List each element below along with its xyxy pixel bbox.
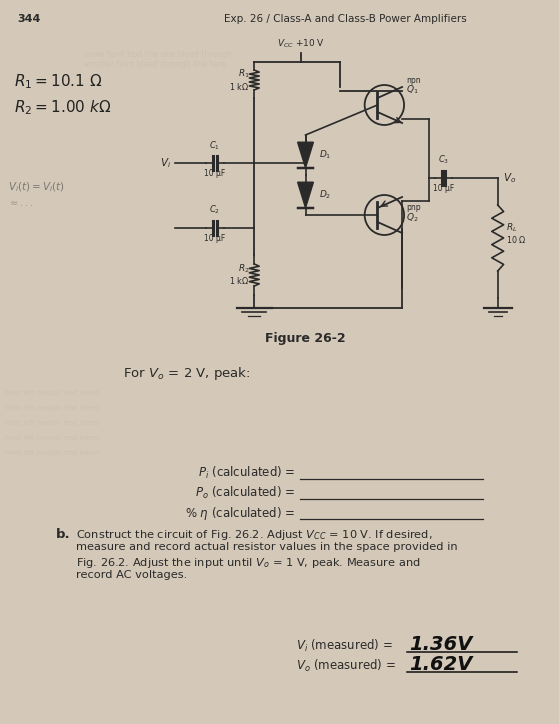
Text: $R_1$: $R_1$ xyxy=(238,68,249,80)
Text: $V_{CC}$ +10 V: $V_{CC}$ +10 V xyxy=(277,38,325,50)
Text: npn: npn xyxy=(406,76,421,85)
Text: Construct the circuit of Fig. 26.2. Adjust $V_{CC}$ = 10 V. If desired,: Construct the circuit of Fig. 26.2. Adju… xyxy=(76,528,433,542)
Text: 10 μF: 10 μF xyxy=(204,234,225,243)
Text: 1 k$\Omega$: 1 k$\Omega$ xyxy=(229,276,249,287)
Text: $R_2 = 1.00\ k\Omega$: $R_2 = 1.00\ k\Omega$ xyxy=(14,98,111,117)
Text: $C_2$: $C_2$ xyxy=(210,204,220,216)
Polygon shape xyxy=(297,142,314,168)
Text: $Q_2$: $Q_2$ xyxy=(406,211,419,224)
Text: faint left margin text bleed: faint left margin text bleed xyxy=(5,405,99,411)
Text: $P_o$ (calculated) =: $P_o$ (calculated) = xyxy=(195,485,296,501)
Text: $R_1 = 10.1\ \Omega$: $R_1 = 10.1\ \Omega$ xyxy=(14,72,102,90)
Text: faint left margin text bleed: faint left margin text bleed xyxy=(5,450,99,456)
Text: For $V_o$ = 2 V, peak:: For $V_o$ = 2 V, peak: xyxy=(123,365,250,382)
Text: faint left margin text bleed: faint left margin text bleed xyxy=(5,435,99,441)
Text: b.: b. xyxy=(56,528,71,541)
Polygon shape xyxy=(297,182,314,208)
Text: $V_i$: $V_i$ xyxy=(160,156,172,170)
Text: some faint text line one bleed through: some faint text line one bleed through xyxy=(84,50,231,59)
Text: another faint bleed through line here: another faint bleed through line here xyxy=(84,60,226,69)
Text: measure and record actual resistor values in the space provided in: measure and record actual resistor value… xyxy=(76,542,457,552)
Text: 1.62V: 1.62V xyxy=(409,655,472,674)
Text: Exp. 26 / Class-A and Class-B Power Amplifiers: Exp. 26 / Class-A and Class-B Power Ampl… xyxy=(224,14,466,24)
Text: $C_1$: $C_1$ xyxy=(210,139,220,151)
Text: $V_i(t) = V_i(t)$: $V_i(t) = V_i(t)$ xyxy=(8,180,65,193)
Text: 1.36V: 1.36V xyxy=(409,635,472,654)
Text: Figure 26-2: Figure 26-2 xyxy=(265,332,346,345)
Text: $R_2$: $R_2$ xyxy=(238,263,249,275)
Text: 344: 344 xyxy=(18,14,41,24)
Text: faint left margin text bleed: faint left margin text bleed xyxy=(5,390,99,396)
Text: 1 k$\Omega$: 1 k$\Omega$ xyxy=(229,80,249,91)
Text: $R_L$: $R_L$ xyxy=(505,221,517,234)
Text: $\approx ...$: $\approx ...$ xyxy=(8,198,34,208)
Text: $D_1$: $D_1$ xyxy=(319,148,331,161)
Text: $V_i$ (measured) =: $V_i$ (measured) = xyxy=(296,638,392,654)
Text: faint left margin text bleed: faint left margin text bleed xyxy=(5,420,99,426)
Text: $C_3$: $C_3$ xyxy=(438,154,449,167)
Text: 10 μF: 10 μF xyxy=(204,169,225,178)
Text: % $\eta$ (calculated) =: % $\eta$ (calculated) = xyxy=(186,505,296,522)
Text: record AC voltages.: record AC voltages. xyxy=(76,570,187,580)
Text: 10 μF: 10 μF xyxy=(433,184,454,193)
Text: pnp: pnp xyxy=(406,203,421,212)
Text: $V_o$ (measured) =: $V_o$ (measured) = xyxy=(296,658,395,674)
Text: Fig. 26.2. Adjust the input until $V_o$ = 1 V, peak. Measure and: Fig. 26.2. Adjust the input until $V_o$ … xyxy=(76,556,420,570)
Text: 10 $\Omega$: 10 $\Omega$ xyxy=(505,234,526,245)
Text: $Q_1$: $Q_1$ xyxy=(406,84,419,96)
Text: $P_i$ (calculated) =: $P_i$ (calculated) = xyxy=(198,465,296,481)
Text: $D_2$: $D_2$ xyxy=(319,189,331,201)
Text: $V_o$: $V_o$ xyxy=(503,171,516,185)
